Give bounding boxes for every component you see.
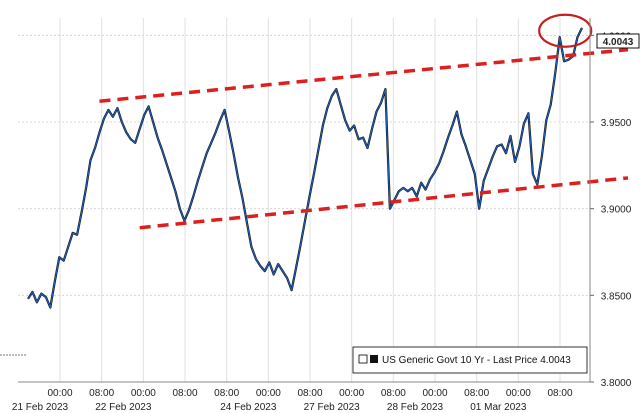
x-tick-date: 21 Feb 2023 — [12, 402, 69, 413]
x-tick-time: 08:00 — [547, 388, 572, 399]
legend-checkbox — [358, 354, 368, 364]
vertical-gridlines — [59, 18, 561, 382]
series-line-shadow — [27, 27, 583, 309]
x-tick-time: 08:00 — [381, 388, 406, 399]
x-tick-date: 28 Feb 2023 — [387, 402, 444, 413]
x-tick-time: 08:00 — [89, 388, 114, 399]
x-tick-time: 00:00 — [47, 388, 72, 399]
last-price-marker: 4.0043 — [596, 33, 640, 49]
y-tick-label: 3.9500 — [601, 118, 632, 129]
x-tick-time: 08:00 — [214, 388, 239, 399]
x-tick-date: 27 Feb 2023 — [304, 402, 361, 413]
horizontal-gridlines — [18, 34, 590, 383]
highlight-circle — [538, 13, 593, 48]
legend-label: US Generic Govt 10 Yr - Last Price 4.004… — [382, 355, 571, 366]
x-tick-time: 08:00 — [464, 388, 489, 399]
y-tick-label: 3.9000 — [601, 205, 632, 216]
x-axis-ticks: 00:00 21 Feb 2023 08:00 00:00 22 Feb 2023 08:… — [12, 388, 573, 413]
y-tick-label: 3.8000 — [601, 378, 632, 389]
x-tick-time: 00:00 — [506, 388, 531, 399]
y-tick-label: 3.8500 — [601, 291, 632, 302]
channel-dashed-line — [139, 176, 629, 230]
x-tick-date: 24 Feb 2023 — [220, 402, 277, 413]
last-price-box — [596, 33, 640, 49]
x-tick-time: 08:00 — [297, 388, 322, 399]
x-tick-time: 00:00 — [131, 388, 156, 399]
x-tick-date: 22 Feb 2023 — [95, 402, 152, 413]
last-price-label: 4.0043 — [603, 37, 634, 48]
legend-swatch — [370, 355, 378, 363]
annotations — [99, 13, 629, 230]
legend-box — [352, 346, 588, 374]
x-tick-date: 01 Mar 2023 — [470, 402, 527, 413]
series-line — [27, 27, 583, 309]
x-tick-time: 08:00 — [172, 388, 197, 399]
price-series — [27, 27, 583, 309]
x-tick-time: 00:00 — [422, 388, 447, 399]
channel-dashed-line — [99, 47, 629, 103]
x-tick-time: 00:00 — [339, 388, 364, 399]
legend: US Generic Govt 10 Yr - Last Price 4.004… — [352, 346, 588, 374]
x-tick-time: 00:00 — [256, 388, 281, 399]
